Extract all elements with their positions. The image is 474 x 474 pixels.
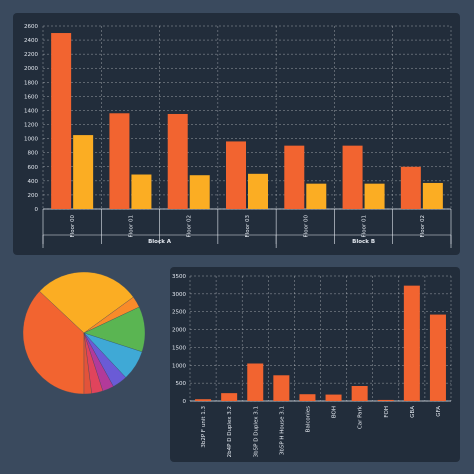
y-tick-label: 1200 (24, 123, 38, 129)
x-tick-label: FOH (384, 406, 390, 418)
y-tick-label: 3500 (172, 274, 186, 280)
y-tick-label: 2000 (172, 328, 186, 334)
x-tick-label: Floor 01 (362, 215, 368, 237)
pie-slice (83, 332, 92, 395)
bar (51, 33, 72, 210)
pie-slice (39, 271, 134, 334)
bar (306, 183, 327, 209)
bar (422, 182, 443, 209)
bar (73, 135, 94, 209)
y-tick-label: 200 (28, 193, 39, 199)
bar (247, 363, 264, 401)
bar (248, 173, 268, 209)
x-tick-label: GBA (410, 406, 416, 418)
bar (342, 145, 363, 209)
top-chart-panel (13, 13, 460, 255)
y-tick-label: 1600 (24, 94, 38, 100)
y-tick-label: 1400 (24, 108, 38, 114)
x-tick-label: 2b4P D Duplex 3.2 (227, 406, 233, 457)
bar (273, 375, 290, 401)
y-tick-label: 400 (28, 179, 39, 185)
y-tick-label: 800 (28, 151, 39, 157)
bar (325, 394, 342, 401)
y-tick-label: 2400 (24, 38, 38, 44)
x-tick-label: 3b5P D Duplex 3.1 (253, 406, 259, 457)
x-tick-label: 3b2P F unit 1.3 (201, 406, 207, 448)
y-tick-label: 2200 (24, 52, 38, 58)
bar (400, 166, 421, 209)
bar (195, 399, 212, 401)
pie-slice (22, 291, 85, 395)
x-tick-label: Floor 00 (70, 215, 76, 238)
bar (364, 183, 385, 209)
y-tick-label: 1500 (172, 345, 186, 351)
y-tick-label: 2000 (24, 66, 38, 72)
x-tick-label: BOH (332, 406, 338, 418)
bar (284, 145, 305, 209)
x-tick-label: Balconies (305, 406, 311, 432)
bar (351, 386, 368, 401)
bar (377, 399, 394, 401)
y-tick-label: 0 (183, 399, 187, 405)
y-tick-label: 2600 (24, 24, 38, 30)
group-label: Block B (352, 239, 375, 245)
bar (109, 113, 130, 209)
bar (189, 175, 210, 209)
x-tick-label: GFA (436, 406, 442, 417)
bar (131, 174, 152, 209)
x-tick-label: Floor 02 (420, 215, 426, 237)
y-tick-label: 500 (176, 381, 187, 387)
y-tick-label: 3000 (172, 292, 186, 298)
y-tick-label: 600 (28, 165, 39, 171)
bar (403, 285, 420, 401)
y-tick-label: 1000 (172, 363, 186, 369)
y-tick-label: 1000 (24, 137, 38, 143)
x-tick-label: Floor 03 (245, 215, 251, 238)
bar (429, 314, 446, 401)
x-tick-label: Floor 00 (303, 215, 309, 238)
x-tick-label: 3b5P H House 3.1 (279, 406, 285, 455)
y-tick-label: 2500 (172, 310, 186, 316)
x-tick-label: Floor 02 (187, 215, 193, 237)
x-tick-label: Floor 01 (128, 215, 134, 237)
y-tick-label: 0 (35, 207, 39, 213)
group-label: Block A (148, 239, 172, 245)
y-tick-label: 1800 (24, 80, 38, 86)
bar (221, 393, 238, 401)
bar (167, 113, 188, 209)
bar (226, 141, 246, 209)
x-tick-label: Car Park (358, 405, 364, 429)
bar (299, 394, 316, 401)
